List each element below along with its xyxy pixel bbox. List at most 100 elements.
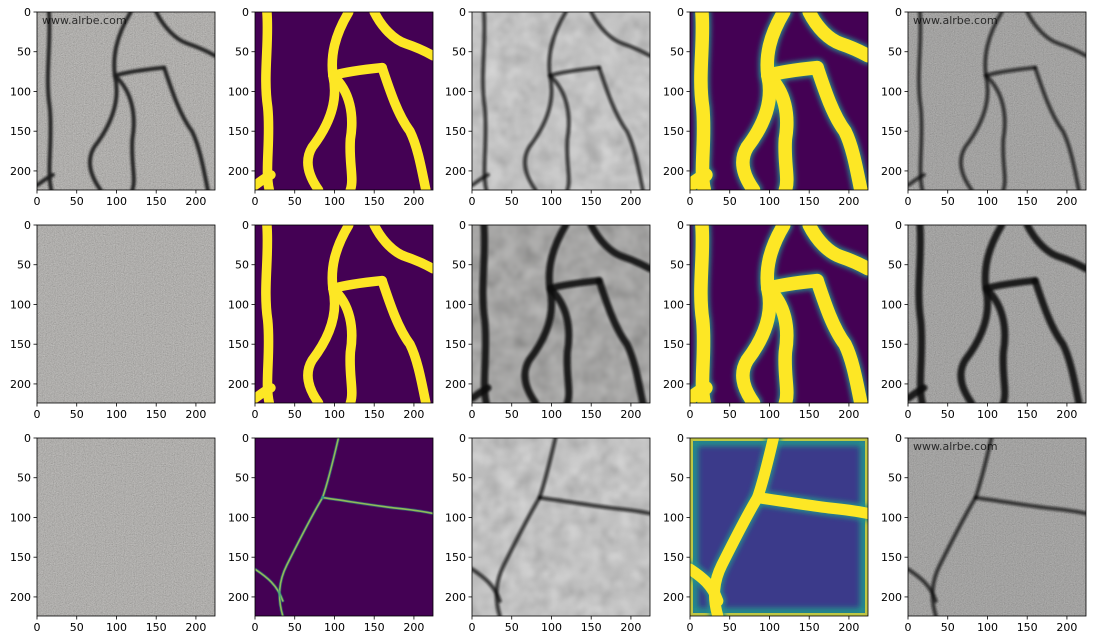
- y-tick-label: 50: [235, 472, 249, 485]
- y-tick-label: 100: [881, 85, 902, 98]
- y-tick-label: 200: [445, 378, 466, 391]
- y-tick-label: 0: [459, 6, 466, 19]
- x-tick-label: 50: [288, 408, 302, 421]
- x-tick-label: 150: [364, 195, 385, 208]
- x-tick-label: 0: [469, 408, 476, 421]
- y-tick-label: 100: [445, 511, 466, 524]
- y-tick-label: 50: [452, 259, 466, 272]
- x-tick-label: 100: [106, 195, 127, 208]
- panel-image-r2-c4: [690, 225, 868, 403]
- x-tick-label: 150: [364, 621, 385, 634]
- panel-image-r2-c3: [472, 225, 650, 403]
- x-tick-label: 0: [687, 621, 694, 634]
- panel-axes-r2-c2: 0 50 100 150 200 0 50 100 150 200: [228, 219, 434, 421]
- x-tick-label: 200: [838, 195, 859, 208]
- y-tick-label: 200: [881, 378, 902, 391]
- y-tick-label: 150: [881, 338, 902, 351]
- y-tick-label: 150: [663, 338, 684, 351]
- y-tick-label: 100: [663, 298, 684, 311]
- y-tick-label: 100: [228, 85, 249, 98]
- y-tick-label: 200: [881, 591, 902, 604]
- x-tick-label: 200: [1056, 621, 1077, 634]
- x-tick-label: 0: [252, 408, 259, 421]
- axes-frame: [907, 437, 1087, 617]
- x-tick-label: 50: [70, 408, 84, 421]
- x-tick-label: 200: [1056, 408, 1077, 421]
- x-tick-label: 100: [324, 408, 345, 421]
- x-tick-label: 0: [687, 408, 694, 421]
- y-tick-label: 200: [228, 591, 249, 604]
- y-tick-label: 0: [24, 219, 31, 232]
- x-tick-label: 150: [1017, 195, 1038, 208]
- y-tick-label: 50: [670, 46, 684, 59]
- axes-frame: [907, 224, 1087, 404]
- panel-axes-r3-c2: 0 50 100 150 200 0 50 100 150 200: [228, 432, 434, 634]
- y-tick-label: 100: [10, 85, 31, 98]
- y-tick-label: 0: [459, 432, 466, 445]
- x-tick-label: 200: [185, 408, 206, 421]
- y-tick-label: 0: [677, 219, 684, 232]
- y-tick-label: 100: [663, 511, 684, 524]
- y-tick-label: 200: [10, 591, 31, 604]
- axes-frame: [907, 11, 1087, 191]
- panel-image-r2-c5: [908, 225, 1086, 403]
- panel-image-r2-c1: [37, 225, 215, 403]
- panel-axes-r2-c4: 0 50 100 150 200 0 50 100 150 200: [663, 219, 869, 421]
- y-tick-label: 0: [459, 219, 466, 232]
- axes-frame: [471, 224, 651, 404]
- x-tick-label: 50: [70, 195, 84, 208]
- x-tick-label: 150: [581, 621, 602, 634]
- y-tick-label: 150: [445, 125, 466, 138]
- panel-axes-r2-c1: 0 50 100 150 200 0 50 100 150 200: [10, 219, 216, 421]
- x-tick-label: 50: [505, 621, 519, 634]
- x-tick-label: 200: [403, 408, 424, 421]
- axes-frame: [689, 437, 869, 617]
- x-tick-label: 0: [905, 195, 912, 208]
- y-tick-label: 200: [445, 165, 466, 178]
- panel-image-r1-c3: [472, 12, 650, 190]
- x-tick-label: 50: [941, 195, 955, 208]
- x-tick-label: 0: [687, 195, 694, 208]
- x-tick-label: 100: [759, 195, 780, 208]
- x-tick-label: 150: [1017, 621, 1038, 634]
- watermark-text: www.alrbe.com: [42, 14, 127, 27]
- y-tick-label: 0: [677, 6, 684, 19]
- y-tick-label: 200: [10, 378, 31, 391]
- x-tick-label: 50: [288, 621, 302, 634]
- y-tick-label: 150: [663, 551, 684, 564]
- y-tick-label: 100: [10, 511, 31, 524]
- x-tick-label: 0: [34, 408, 41, 421]
- y-tick-label: 50: [670, 259, 684, 272]
- y-tick-label: 0: [895, 432, 902, 445]
- x-tick-label: 50: [288, 195, 302, 208]
- y-tick-label: 150: [881, 551, 902, 564]
- y-tick-label: 100: [228, 298, 249, 311]
- x-tick-label: 50: [941, 408, 955, 421]
- panel-axes-r3-c1: 0 50 100 150 200 0 50 100 150 200: [10, 432, 216, 634]
- panel-axes-r1-c5: 0 50 100 150 200 0 50 100 150 200: [881, 6, 1087, 208]
- x-tick-label: 0: [905, 621, 912, 634]
- x-tick-label: 100: [977, 621, 998, 634]
- y-tick-label: 50: [17, 259, 31, 272]
- x-tick-label: 200: [838, 408, 859, 421]
- panels-layer: www.alrbe.com 0 50 100 150 200 0 50 100 150 200 0 50…: [10, 6, 1087, 634]
- y-tick-label: 200: [663, 591, 684, 604]
- y-tick-label: 150: [10, 125, 31, 138]
- y-tick-label: 100: [228, 511, 249, 524]
- x-tick-label: 100: [977, 408, 998, 421]
- axes-frame: [471, 437, 651, 617]
- x-tick-label: 150: [364, 408, 385, 421]
- x-tick-label: 0: [252, 195, 259, 208]
- y-tick-label: 50: [17, 472, 31, 485]
- x-tick-label: 150: [1017, 408, 1038, 421]
- y-tick-label: 100: [881, 511, 902, 524]
- x-tick-label: 200: [185, 195, 206, 208]
- x-tick-label: 100: [541, 408, 562, 421]
- y-tick-label: 50: [452, 46, 466, 59]
- panel-axes-r2-c5: 0 50 100 150 200 0 50 100 150 200: [881, 219, 1087, 421]
- panel-axes-r1-c2: 0 50 100 150 200 0 50 100 150 200: [228, 6, 434, 208]
- x-tick-label: 200: [620, 195, 641, 208]
- y-tick-label: 150: [663, 125, 684, 138]
- y-tick-label: 200: [228, 378, 249, 391]
- y-tick-label: 100: [445, 298, 466, 311]
